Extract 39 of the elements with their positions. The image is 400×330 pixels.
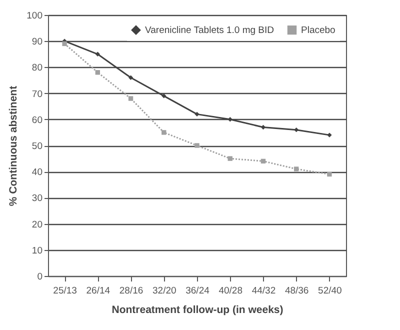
y-tick-label: 100 bbox=[26, 10, 42, 22]
point bbox=[294, 166, 299, 172]
point bbox=[95, 70, 100, 75]
y-tick-label: 30 bbox=[32, 193, 42, 204]
y-tick-label: 50 bbox=[32, 141, 42, 152]
legend-label: Placebo bbox=[301, 25, 336, 36]
point bbox=[162, 130, 166, 135]
x-tick-label: 26/14 bbox=[86, 286, 110, 296]
y-tick-label: 70 bbox=[32, 88, 42, 100]
y-tick-label: 20 bbox=[32, 219, 42, 230]
point bbox=[327, 132, 332, 138]
x-tick-label: 28/16 bbox=[119, 286, 144, 296]
point bbox=[194, 143, 200, 148]
y-tick-label: 10 bbox=[32, 245, 42, 256]
point bbox=[260, 124, 266, 130]
point bbox=[260, 158, 266, 164]
x-tick-label: 40/28 bbox=[218, 286, 242, 296]
x-tick-label: 44/32 bbox=[252, 286, 276, 296]
y-tick-label: 80 bbox=[32, 62, 42, 74]
y-axis-title: % Continuous abstinent bbox=[8, 85, 20, 206]
y-tick-label: 60 bbox=[32, 114, 42, 126]
point bbox=[95, 52, 100, 56]
y-tick-label: 90 bbox=[32, 36, 42, 48]
x-tick-label: 25/13 bbox=[53, 286, 77, 296]
point bbox=[228, 156, 232, 161]
y-tick-label: 40 bbox=[32, 167, 42, 178]
x-axis-title: Nontreatment follow-up (in weeks) bbox=[112, 304, 284, 316]
point bbox=[128, 75, 134, 80]
point bbox=[128, 96, 134, 101]
point bbox=[162, 94, 166, 98]
legend-label: Varenicline Tablets 1.0 mg BID bbox=[145, 25, 274, 36]
x-tick-label: 32/20 bbox=[152, 286, 176, 296]
point bbox=[327, 172, 332, 177]
point bbox=[194, 112, 200, 117]
x-tick-label: 36/24 bbox=[186, 286, 210, 296]
x-tick-label: 48/36 bbox=[284, 286, 309, 296]
x-tick-label: 52/40 bbox=[318, 286, 342, 296]
y-tick-label: 0 bbox=[37, 272, 42, 282]
point bbox=[62, 41, 67, 46]
